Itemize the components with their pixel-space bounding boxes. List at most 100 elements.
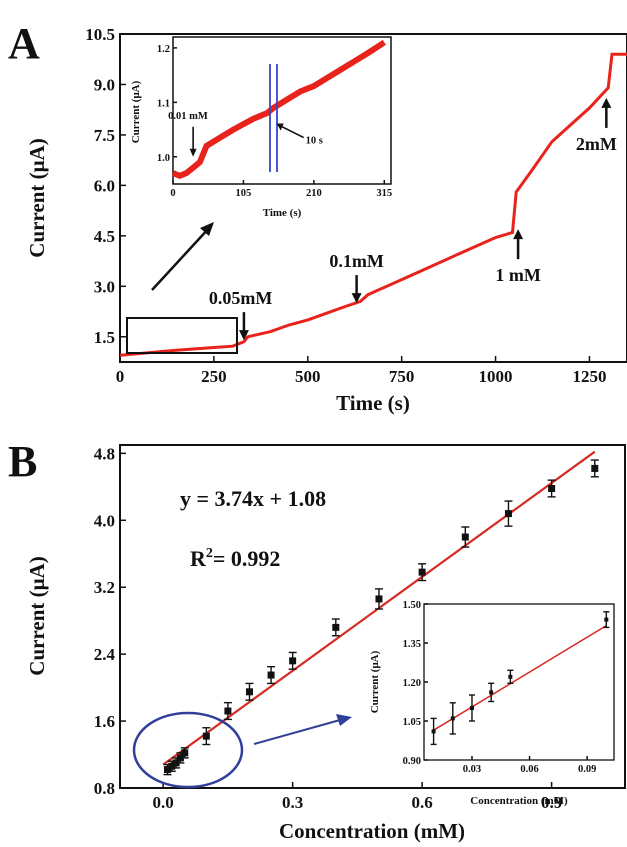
panel-b-inset-data-point bbox=[604, 617, 609, 622]
panel-b-ytick-label: 4.8 bbox=[94, 444, 115, 463]
panel-a-ticks: 0 250 500 750 1000 1250 1.5 3.0 4.5 6.0 7.5 9.0 10.5 bbox=[85, 25, 606, 386]
panel-a-inset-xtick-label: 0 bbox=[170, 188, 175, 199]
panel-b-r2-prefix: R bbox=[190, 546, 207, 571]
panel-b-ytick-label: 3.2 bbox=[94, 578, 115, 597]
panel-a-inset-ytick-label: 1.2 bbox=[157, 44, 170, 55]
panel-b-data-point bbox=[332, 623, 340, 631]
panel-b-inset-fit-line bbox=[433, 624, 607, 731]
panel-b-inset-ytick-label: 1.20 bbox=[403, 678, 421, 689]
panel-a-inset-series-line bbox=[171, 39, 386, 180]
panel-b-data-point bbox=[375, 595, 383, 603]
panel-b-data-point bbox=[504, 510, 512, 518]
panel-b-inset-ytick-label: 1.35 bbox=[403, 639, 421, 650]
panel-a-inset-annotation-label: 10 s bbox=[306, 136, 323, 147]
panel-b-inset-ytick-label: 1.50 bbox=[403, 600, 421, 611]
panel-a-ylabel: Current (μA) bbox=[25, 138, 49, 257]
panel-a-plot-frame bbox=[119, 33, 627, 363]
panel-b-data-point bbox=[163, 766, 171, 774]
panel-b-ticks: 0.0 0.3 0.6 0.9 0.8 1.6 2.4 3.2 4.0 4.8 bbox=[94, 444, 562, 812]
panel-b-data-point bbox=[289, 657, 297, 665]
panel-b-inset-ylabel: Current (μA) bbox=[369, 650, 381, 713]
panel-a: A 0 250 500 750 1000 1250 1.5 3.0 4.5 6.0 7.5 9.0 10… bbox=[8, 19, 627, 415]
panel-a-inset-ticks: 0 105 210 315 1.0 1.1 1.2 bbox=[157, 44, 392, 199]
panel-a-annotation-arrow-head bbox=[513, 229, 524, 240]
panel-a-xtick-label: 1000 bbox=[479, 367, 513, 386]
panel-b-data-point bbox=[181, 749, 189, 757]
panel-b-inset-frame bbox=[423, 603, 615, 761]
panel-b-inset-xtick-label: 0.09 bbox=[578, 764, 596, 775]
panel-b-ytick-label: 1.6 bbox=[94, 712, 115, 731]
panel-b-inset-ticks: 0.03 0.06 0.09 0.90 1.05 1.20 1.35 1.50 bbox=[403, 600, 597, 775]
panel-b-inset-data-point bbox=[469, 706, 474, 710]
panel-b-data-point bbox=[176, 754, 184, 762]
panel-a-ytick-label: 4.5 bbox=[94, 227, 115, 246]
panel-a-inset-annotation-arrow-head bbox=[276, 123, 284, 131]
panel-b-xtick-label: 0.0 bbox=[153, 793, 174, 812]
panel-a-inset: 0 105 210 315 1.0 1.1 1.2 0.01 mM 10 s Current … bbox=[130, 36, 392, 219]
panel-b-ylabel: Current (μA) bbox=[25, 556, 49, 675]
panel-b-ytick-label: 2.4 bbox=[94, 645, 116, 664]
panel-a-inset-ylabel: Current (μA) bbox=[130, 80, 142, 143]
panel-a-ytick-label: 3.0 bbox=[94, 277, 115, 296]
panel-b-inset-data-point bbox=[431, 729, 436, 734]
panel-b-inset-xlabel: Concentration (mM) bbox=[470, 795, 568, 807]
panel-a-annotation-label: 1 mM bbox=[495, 265, 540, 285]
panel-b-equation: y = 3.74x + 1.08 bbox=[180, 486, 326, 511]
panel-a-ytick-label: 10.5 bbox=[85, 25, 115, 44]
panel-b-label: B bbox=[8, 437, 37, 486]
panel-a-xtick-label: 1250 bbox=[572, 367, 606, 386]
panel-b-inset-data-point bbox=[508, 674, 513, 679]
panel-b-data-point bbox=[202, 732, 210, 740]
panel-a-annotation-arrow-head bbox=[238, 330, 249, 341]
panel-a-ytick-label: 9.0 bbox=[94, 75, 115, 94]
panel-b-xtick-label: 0.9 bbox=[541, 793, 562, 812]
panel-a-annotation-arrow-head bbox=[601, 97, 612, 108]
panel-a-xtick-label: 0 bbox=[116, 367, 125, 386]
panel-b-r2-sup: 2 bbox=[206, 546, 213, 561]
panel-a-zoom-box bbox=[126, 317, 238, 354]
panel-a-inset-annotation-arrow-head bbox=[189, 148, 197, 157]
panel-a-inset-annotation-label: 0.01 mM bbox=[168, 111, 208, 122]
panel-b-inset: 0.03 0.06 0.09 0.90 1.05 1.20 1.35 1.50 Current… bbox=[369, 600, 615, 807]
panel-a-zoom-arrow-head bbox=[200, 222, 214, 236]
panel-b-zoom-arrow bbox=[253, 719, 341, 745]
panel-b-xtick-label: 0.3 bbox=[282, 793, 303, 812]
panel-b-r2-value: = 0.992 bbox=[213, 546, 281, 571]
panel-a-inset-annotations: 0.01 mM 10 s bbox=[168, 111, 323, 157]
panel-b-r2: R2= 0.992 bbox=[190, 546, 280, 571]
panel-b-xtick-label: 0.6 bbox=[412, 793, 433, 812]
panel-a-inset-annotation-arrow bbox=[281, 125, 305, 139]
panel-a-inset-xtick-label: 105 bbox=[236, 188, 252, 199]
panel-b-data-point bbox=[461, 533, 469, 541]
panel-a-ytick-label: 6.0 bbox=[94, 176, 115, 195]
panel-b-inset-ytick-label: 1.05 bbox=[403, 717, 421, 728]
panel-a-xlabel: Time (s) bbox=[336, 391, 410, 415]
panel-b-data-point bbox=[245, 688, 253, 696]
panel-a-inset-xtick-label: 315 bbox=[376, 188, 392, 199]
panel-b-inset-xtick-label: 0.03 bbox=[463, 764, 481, 775]
panel-a-inset-xlabel: Time (s) bbox=[263, 207, 302, 219]
panel-a-xtick-label: 500 bbox=[295, 367, 321, 386]
panel-a-annotations: 0.05mM 0.1mM 1 mM 2mM bbox=[209, 97, 617, 341]
panel-b-highlight-ellipse bbox=[132, 711, 244, 789]
panel-b-data-point bbox=[591, 464, 599, 472]
panel-b-data-point bbox=[168, 762, 176, 770]
panel-b-zoom-arrow-head bbox=[336, 714, 352, 726]
panel-b-inset-ytick-label: 0.90 bbox=[403, 756, 421, 767]
panel-b-points bbox=[163, 459, 599, 776]
panel-a-label: A bbox=[8, 19, 40, 68]
panel-a-inset-ytick-label: 1.1 bbox=[157, 98, 170, 109]
panel-b-ytick-label: 4.0 bbox=[94, 511, 115, 530]
panel-b-data-point bbox=[418, 568, 426, 576]
panel-b-inset-data-point bbox=[489, 690, 494, 695]
panel-b-data-point bbox=[267, 671, 275, 679]
panel-a-inset-xtick-label: 210 bbox=[306, 188, 322, 199]
panel-b-plot-frame bbox=[119, 444, 626, 789]
panel-b-xlabel: Concentration (mM) bbox=[279, 819, 465, 843]
panel-b-inset-xtick-label: 0.06 bbox=[520, 764, 538, 775]
panel-b-inset-points bbox=[430, 611, 610, 746]
panel-b-data-point bbox=[224, 707, 232, 715]
panel-a-ytick-label: 1.5 bbox=[94, 328, 115, 347]
panel-a-ytick-label: 7.5 bbox=[94, 126, 115, 145]
